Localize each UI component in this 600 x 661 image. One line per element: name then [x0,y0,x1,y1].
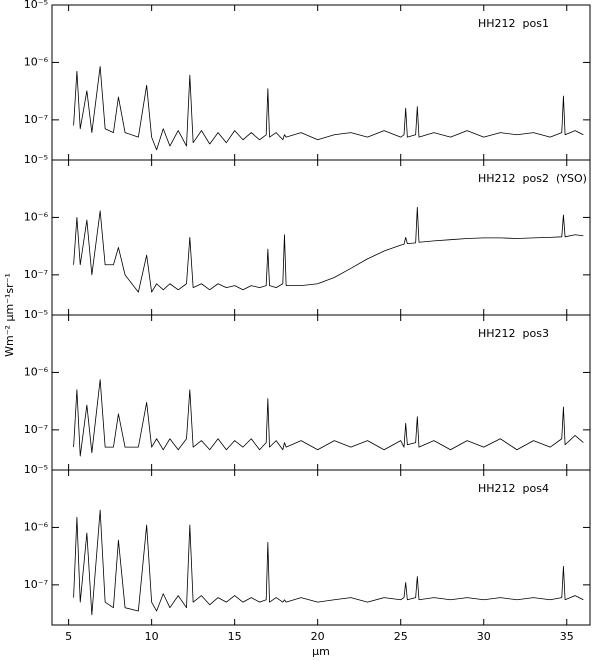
y-tick-label: 10⁻⁷ [24,578,48,591]
spectrum-line [73,379,584,457]
panel-annotation: HH212 pos4 [478,482,549,495]
x-tick-label: 15 [228,630,242,643]
x-tick-label: 25 [394,630,408,643]
y-tick-label: 10⁻⁵ [24,0,48,11]
y-axis-title: Wm⁻² µm⁻¹sr⁻¹ [3,273,16,357]
x-tick-label: 5 [65,630,72,643]
x-tick-label: 35 [560,630,574,643]
x-tick-label: 20 [311,630,325,643]
y-tick-label: 10⁻⁶ [24,210,49,223]
spectrum-line [73,206,584,293]
y-tick-label: 10⁻⁵ [24,463,48,476]
y-tick-label: 10⁻⁵ [24,153,48,166]
y-tick-label: 10⁻⁶ [24,520,49,533]
y-tick-label: 10⁻⁷ [24,423,48,436]
panel-annotation: HH212 pos1 [478,17,549,30]
y-tick-label: 10⁻⁶ [24,365,49,378]
panel-annotation: HH212 pos2 (YSO) [478,172,587,185]
spectrum-line [73,509,584,616]
x-tick-label: 30 [477,630,491,643]
x-axis-title: µm [312,645,330,658]
y-tick-label: 10⁻⁷ [24,113,48,126]
panel-frame [51,469,591,626]
y-tick-label: 10⁻⁵ [24,308,48,321]
x-tick-label: 10 [145,630,159,643]
panel-annotation: HH212 pos3 [478,327,549,340]
spectrum-line [73,66,584,151]
y-tick-label: 10⁻⁷ [24,268,48,281]
y-tick-label: 10⁻⁶ [24,55,49,68]
